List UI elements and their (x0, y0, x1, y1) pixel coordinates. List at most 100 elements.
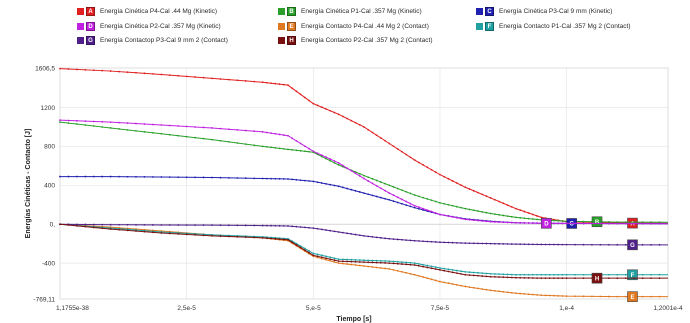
series-point (498, 213, 500, 216)
series-point (320, 106, 323, 109)
series-badge (541, 217, 552, 229)
legend-item: B Energía Cinética P1-Cal .357 Mg (Kineti… (278, 7, 422, 16)
series-point (641, 273, 644, 276)
series-point (236, 224, 239, 227)
series-point (358, 123, 361, 126)
series-point (544, 277, 547, 280)
series-point (253, 177, 256, 180)
series-point (443, 202, 446, 205)
series-point (447, 241, 450, 244)
series-point (75, 123, 78, 125)
series-point (371, 131, 374, 134)
series-point (287, 178, 289, 180)
series-point (561, 222, 564, 225)
series-point (531, 243, 534, 246)
series-point (430, 210, 433, 213)
series-point (375, 259, 378, 262)
series-point (409, 205, 412, 208)
series-point (447, 270, 450, 273)
x-tick-label: 1,e-4 (559, 305, 574, 312)
series-point (379, 181, 382, 183)
series-point (384, 182, 386, 185)
series-point (346, 258, 348, 261)
series-point (422, 209, 424, 211)
series-point (371, 259, 374, 262)
series-point (194, 224, 196, 227)
series-point (515, 207, 517, 210)
series-point (346, 263, 348, 265)
series-point (396, 260, 399, 263)
series-point (430, 267, 433, 270)
series-point (253, 130, 256, 133)
series-point (384, 260, 386, 262)
series-point (341, 258, 344, 261)
series-point (118, 175, 121, 178)
series-point (295, 140, 298, 142)
series-point (329, 109, 332, 112)
series-point (658, 222, 661, 225)
series-point (337, 162, 340, 164)
series-point (202, 126, 205, 129)
series-badge (591, 272, 603, 284)
series-point (291, 87, 294, 90)
series-point (67, 175, 70, 178)
series-point (447, 177, 450, 180)
series-point (451, 269, 454, 271)
series-point (75, 175, 78, 178)
series-point (599, 243, 602, 246)
series-point (160, 224, 163, 226)
series-point (489, 289, 492, 292)
series-point (557, 294, 560, 297)
series-point (434, 268, 437, 271)
series-point (367, 259, 370, 262)
series-point (367, 261, 370, 264)
series-point (126, 122, 129, 124)
series-point (265, 146, 268, 148)
series-point (468, 286, 471, 288)
series-point (325, 108, 327, 110)
series-point (177, 224, 180, 226)
series-point (493, 198, 496, 201)
legend-badge: F (485, 22, 494, 31)
series-point (346, 232, 348, 235)
series-point (658, 277, 661, 280)
series-point (211, 138, 213, 141)
series-point (92, 175, 95, 178)
series-point (312, 254, 315, 257)
series-point (493, 213, 496, 216)
series-point (202, 137, 205, 140)
series-point (455, 269, 458, 272)
series-point (464, 270, 467, 273)
series-point (413, 264, 416, 266)
series-point (371, 266, 374, 268)
series-point (616, 221, 619, 223)
series-point (265, 177, 268, 180)
series-point (455, 182, 458, 184)
series-point (417, 263, 420, 265)
series-point (489, 272, 492, 275)
series-point (287, 238, 289, 241)
series-point (118, 228, 121, 231)
series-point (118, 121, 121, 124)
series-point (101, 69, 104, 72)
legend-label: Energía Cinética P2-Cal .357 Mg (Kinetic… (100, 23, 221, 30)
series-point (358, 172, 361, 175)
series-point (561, 220, 564, 222)
series-point (502, 273, 505, 276)
series-point (536, 215, 538, 217)
series-point (527, 293, 530, 296)
series-point (553, 243, 555, 246)
series-point (278, 224, 281, 227)
series-point (405, 271, 408, 274)
series-point (185, 224, 188, 226)
y-tick-label: 1200 (41, 105, 56, 112)
series-point (417, 240, 420, 242)
series-point (430, 168, 433, 171)
series-point (299, 179, 302, 182)
series-point (531, 293, 534, 296)
series-point (481, 193, 484, 196)
series-point (426, 240, 429, 243)
series-point (316, 255, 319, 258)
series-point (227, 140, 230, 143)
series-point (527, 243, 530, 246)
